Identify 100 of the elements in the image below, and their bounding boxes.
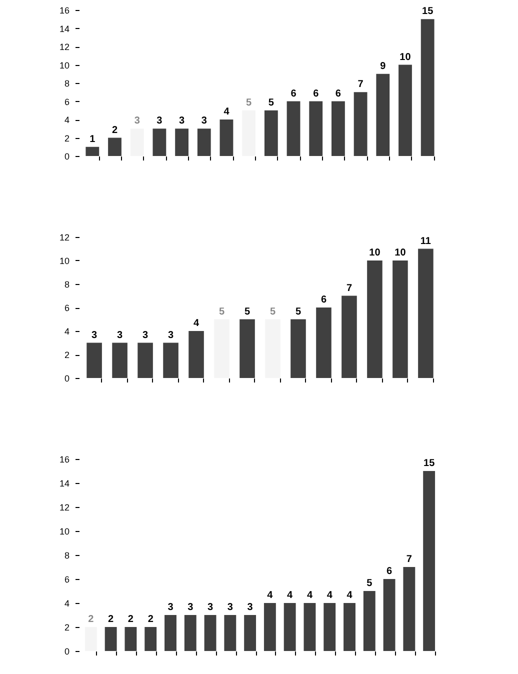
bar bbox=[175, 128, 188, 156]
data-label: 3 bbox=[207, 602, 214, 613]
y-tick-label: 10 bbox=[59, 60, 70, 70]
bar bbox=[244, 615, 256, 651]
data-label: 3 bbox=[142, 330, 148, 341]
bar bbox=[108, 138, 122, 156]
y-tick-label: 2 bbox=[64, 622, 70, 632]
data-label: 5 bbox=[270, 306, 276, 318]
data-label: 2 bbox=[88, 614, 94, 625]
y-tick-label: 12 bbox=[59, 42, 70, 52]
y-tick-label: 14 bbox=[59, 24, 70, 34]
data-label: 3 bbox=[201, 116, 208, 127]
bar bbox=[104, 627, 117, 651]
bar bbox=[284, 603, 296, 651]
data-label: 5 bbox=[366, 578, 373, 589]
y-tick-label: 6 bbox=[64, 96, 70, 107]
data-label: 5 bbox=[244, 306, 250, 318]
data-label: 15 bbox=[422, 6, 434, 18]
y-tick-label: 12 bbox=[59, 232, 70, 242]
bar bbox=[418, 248, 434, 378]
y-tick-label: 6 bbox=[64, 574, 70, 584]
bar bbox=[224, 615, 236, 651]
y-tick-label: 8 bbox=[64, 550, 70, 560]
bar bbox=[367, 260, 382, 378]
y-tick-label: 2 bbox=[64, 350, 70, 360]
y-tick-label: 10 bbox=[59, 526, 70, 536]
bar bbox=[342, 296, 357, 378]
data-label: 5 bbox=[295, 306, 302, 318]
bar bbox=[316, 308, 332, 378]
bar bbox=[398, 64, 412, 156]
data-label: 7 bbox=[406, 554, 412, 565]
data-label: 7 bbox=[346, 282, 352, 294]
bar bbox=[354, 92, 368, 156]
data-label: 7 bbox=[358, 79, 364, 90]
bar bbox=[112, 342, 128, 378]
y-tick-label: 14 bbox=[59, 478, 70, 488]
data-label: 9 bbox=[380, 60, 386, 72]
y-tick-label: 16 bbox=[59, 454, 70, 464]
y-tick-label: 10 bbox=[59, 256, 70, 266]
data-label: 6 bbox=[335, 88, 342, 100]
bar bbox=[188, 331, 204, 378]
bar bbox=[124, 627, 137, 651]
bar bbox=[214, 319, 230, 378]
data-label: 2 bbox=[128, 614, 134, 625]
bar bbox=[304, 603, 316, 651]
data-label: 3 bbox=[168, 602, 174, 613]
bar bbox=[324, 603, 336, 651]
data-label: 4 bbox=[326, 590, 333, 601]
bar bbox=[152, 128, 166, 156]
y-tick-label: 4 bbox=[64, 326, 70, 336]
bar bbox=[286, 101, 300, 156]
bar bbox=[332, 101, 345, 156]
data-label: 3 bbox=[188, 602, 194, 613]
bar bbox=[264, 603, 276, 651]
data-label: 4 bbox=[267, 590, 274, 601]
bar bbox=[163, 342, 178, 378]
data-label: 2 bbox=[148, 614, 154, 625]
data-label: 2 bbox=[108, 614, 114, 625]
bar bbox=[184, 615, 196, 651]
data-label: 3 bbox=[117, 330, 124, 341]
y-tick-label: 4 bbox=[64, 598, 70, 608]
data-label: 10 bbox=[394, 248, 406, 258]
y-tick-label: 16 bbox=[59, 6, 70, 16]
data-label: 1 bbox=[90, 134, 96, 145]
data-label: 5 bbox=[246, 97, 252, 108]
bar bbox=[264, 110, 278, 156]
bar bbox=[197, 128, 211, 156]
bar bbox=[242, 110, 256, 156]
y-tick-label: 0 bbox=[64, 152, 70, 162]
y-tick-label: 12 bbox=[59, 502, 70, 512]
bar bbox=[376, 74, 390, 156]
bar bbox=[130, 128, 144, 156]
y-tick-label: 8 bbox=[64, 78, 70, 88]
bar bbox=[344, 603, 356, 651]
bar bbox=[86, 146, 100, 156]
data-label: 5 bbox=[268, 97, 274, 108]
data-label: 4 bbox=[306, 590, 313, 601]
bar bbox=[420, 19, 434, 156]
data-label: 4 bbox=[193, 318, 200, 329]
data-label: 3 bbox=[179, 116, 186, 127]
data-label: 6 bbox=[386, 566, 393, 577]
y-tick-label: 0 bbox=[64, 374, 70, 384]
bar bbox=[392, 260, 408, 378]
data-label: 4 bbox=[346, 590, 353, 601]
bar bbox=[138, 342, 153, 378]
data-label: 4 bbox=[287, 590, 294, 601]
data-label: 10 bbox=[369, 248, 381, 258]
y-tick-label: 0 bbox=[64, 646, 70, 656]
bar bbox=[363, 591, 376, 651]
y-tick-label: 6 bbox=[64, 303, 70, 313]
bar bbox=[204, 615, 216, 651]
bar bbox=[290, 319, 306, 378]
bar bbox=[265, 319, 280, 378]
y-tick-label: 8 bbox=[64, 280, 70, 290]
data-label: 11 bbox=[420, 236, 432, 247]
data-label: 3 bbox=[227, 602, 234, 613]
data-label: 3 bbox=[168, 330, 174, 341]
data-label: 4 bbox=[224, 106, 230, 118]
bar bbox=[309, 101, 323, 156]
data-label: 15 bbox=[424, 458, 436, 469]
